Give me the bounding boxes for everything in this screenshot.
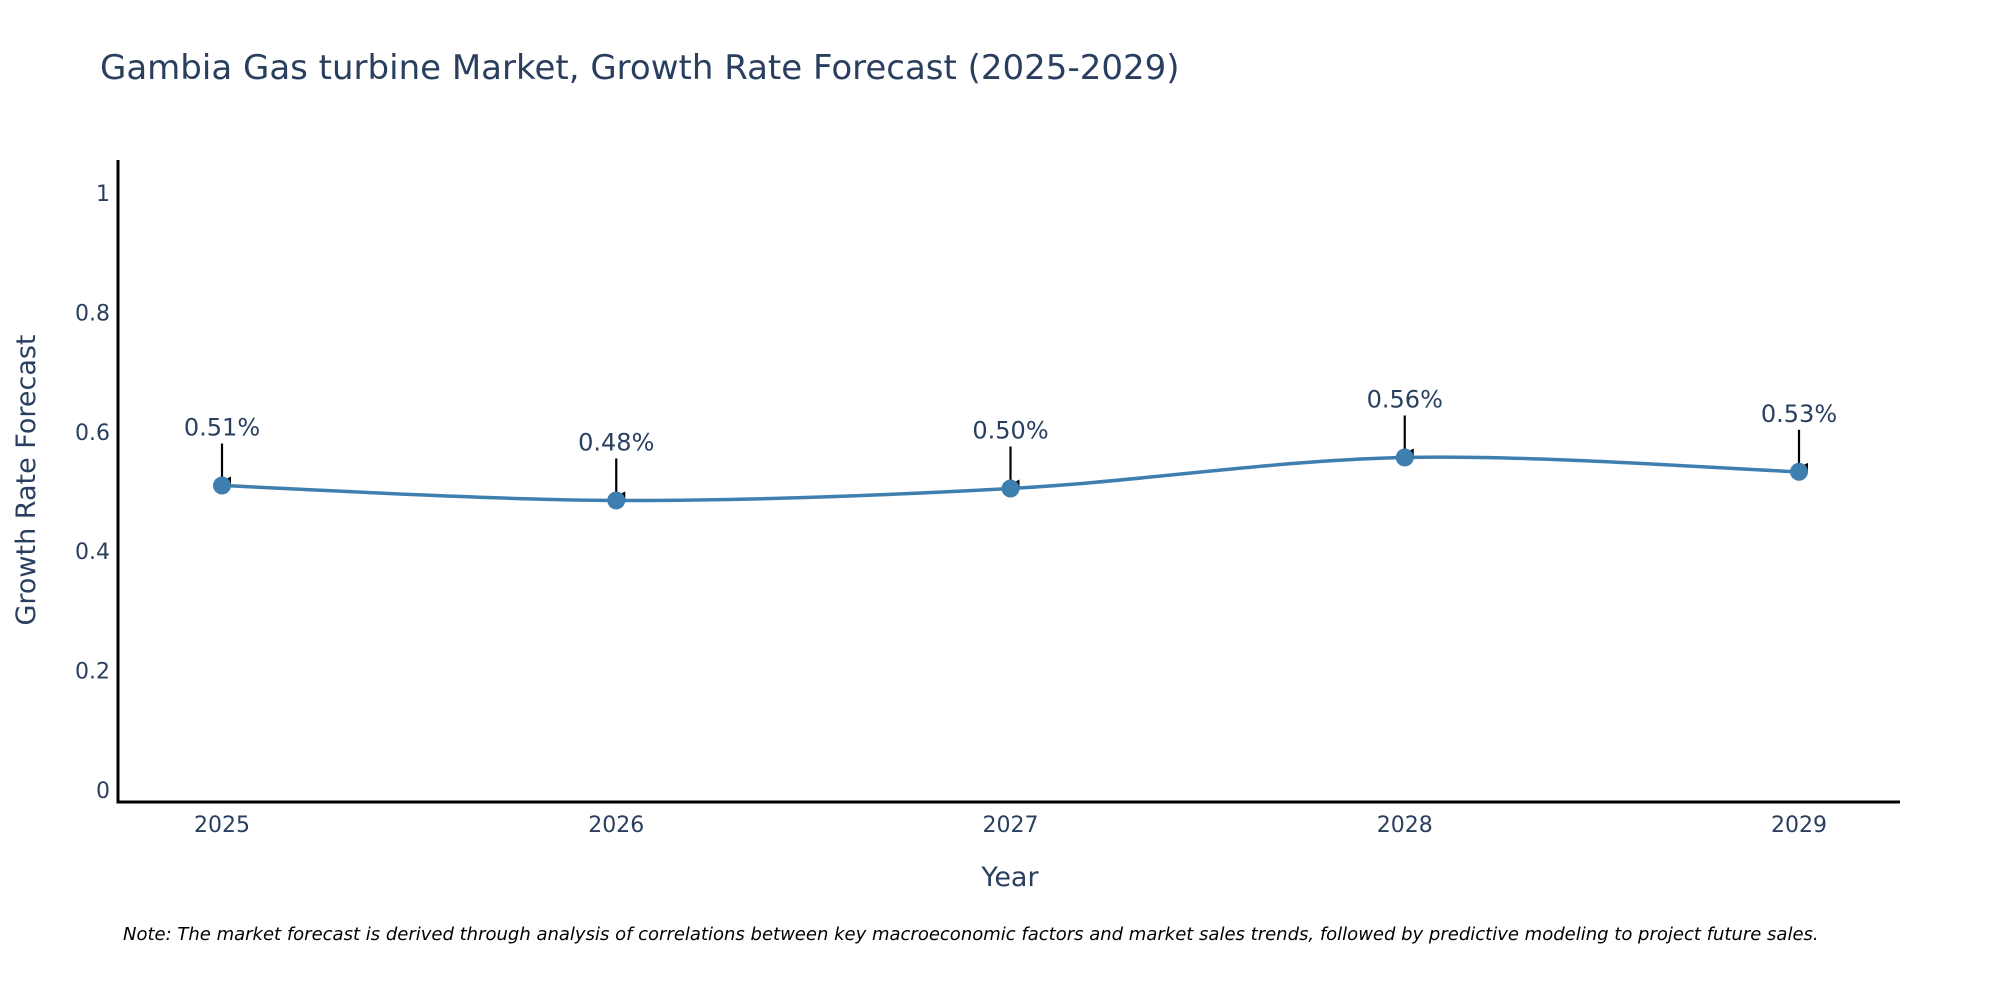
x-tick-label: 2026 <box>588 813 644 838</box>
x-tick-label: 2029 <box>1771 813 1827 838</box>
data-point-marker <box>607 491 626 510</box>
x-tick-label: 2025 <box>194 813 250 838</box>
data-point-marker <box>213 476 231 495</box>
x-axis-label: Year <box>980 862 1039 893</box>
data-point-label: 0.48% <box>578 428 654 456</box>
y-tick-label: 1 <box>96 182 110 207</box>
data-point-marker <box>1001 479 1020 498</box>
data-point-markers <box>213 448 1808 510</box>
data-point-marker <box>1395 448 1414 467</box>
data-point-label: 0.56% <box>1367 385 1443 413</box>
data-point-label: 0.53% <box>1761 400 1837 428</box>
y-tick-label: 0.8 <box>75 301 110 326</box>
data-label-arrows <box>220 415 1808 502</box>
y-tick-label: 0 <box>96 779 110 804</box>
chart-title: Gambia Gas turbine Market, Growth Rate F… <box>100 48 1180 88</box>
y-axis-label: Growth Rate Forecast <box>11 334 42 625</box>
forecast-note: Note: The market forecast is derived thr… <box>123 924 1819 945</box>
x-tick-label: 2028 <box>1377 813 1433 838</box>
y-tick-label: 0.2 <box>75 660 110 685</box>
data-point-marker <box>1790 462 1808 481</box>
data-point-label: 0.51% <box>184 414 260 442</box>
y-tick-label: 0.4 <box>75 540 110 565</box>
data-point-label: 0.50% <box>972 417 1048 445</box>
y-axis-ticks: 0 0.2 0.4 0.6 0.8 1 <box>75 182 110 804</box>
x-tick-label: 2027 <box>983 813 1039 838</box>
data-labels: 0.51% 0.48% 0.50% 0.56% 0.53% <box>184 385 1837 456</box>
y-tick-label: 0.6 <box>75 421 110 446</box>
x-axis-ticks: 2025 2026 2027 2028 2029 <box>194 813 1827 838</box>
